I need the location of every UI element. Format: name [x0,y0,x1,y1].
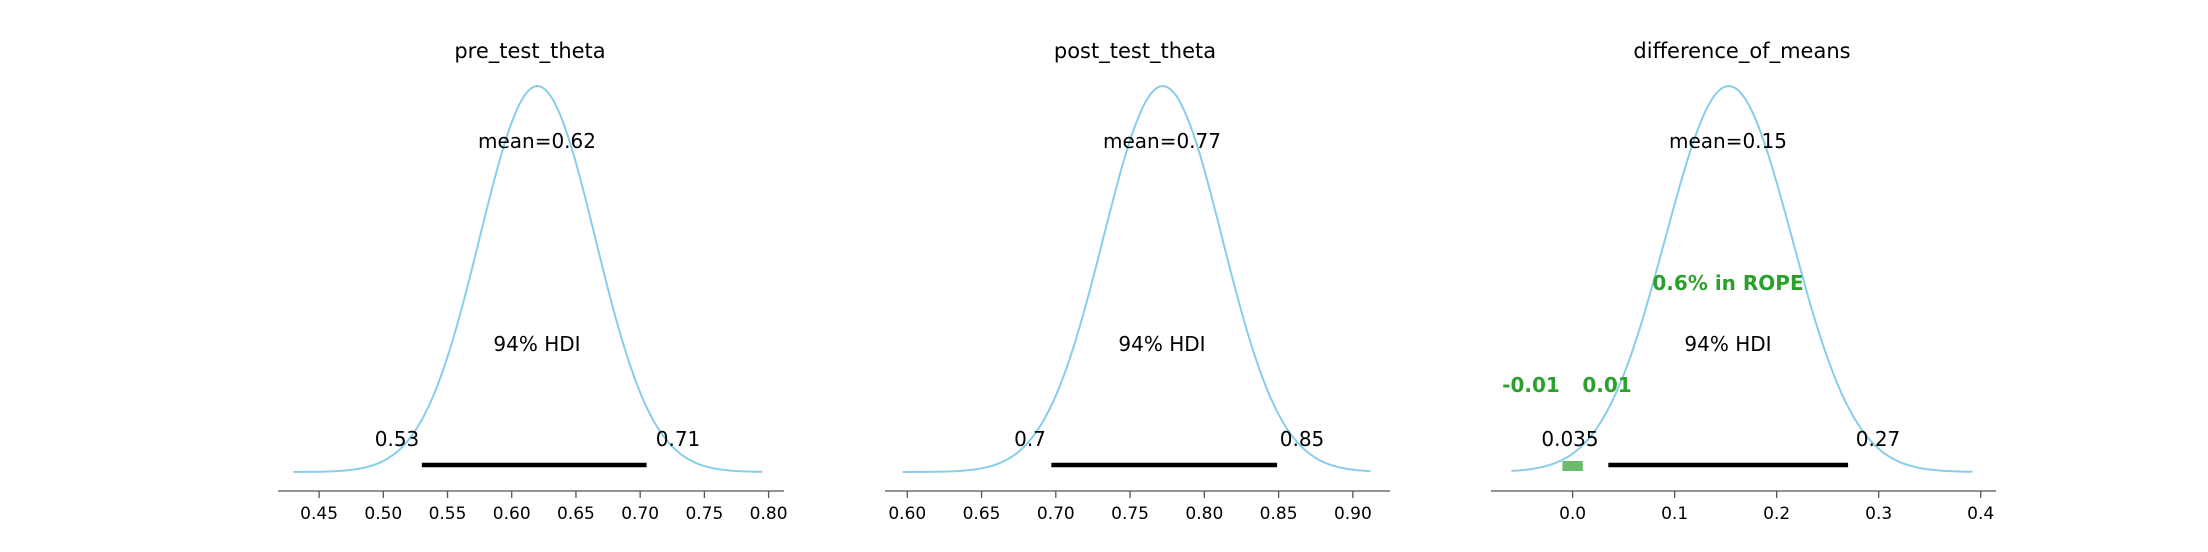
panel-pre-test-theta: pre_test_theta mean=0.62 94% HDI 0.53 0.… [278,39,788,524]
mean-label: mean=0.62 [478,129,596,153]
x-tick-label: 0.0 [1559,504,1586,524]
hdi-high-label: 0.85 [1280,427,1325,451]
hdi-high-label: 0.27 [1856,427,1901,451]
x-tick-label: 0.1 [1661,504,1688,524]
x-tick-label: 0.80 [750,504,788,524]
x-tick-label: 0.75 [1111,504,1149,524]
panel-post-test-theta: post_test_theta mean=0.77 94% HDI 0.7 0.… [885,39,1390,524]
x-tick-label: 0.70 [1037,504,1075,524]
hdi-label: 94% HDI [493,332,580,356]
kde-curve [902,84,1371,473]
x-ticks: 0.60 0.65 0.70 0.75 0.80 0.85 0.90 [888,491,1372,524]
x-tick-label: 0.55 [429,504,467,524]
x-tick-label: 0.85 [1260,504,1298,524]
x-ticks: 0.0 0.1 0.2 0.3 0.4 [1559,491,1994,524]
hdi-low-label: 0.53 [375,427,420,451]
rope-percent-label: 0.6% in ROPE [1652,271,1803,295]
panel-title: difference_of_means [1633,39,1850,64]
hdi-low-label: 0.035 [1541,427,1598,451]
hdi-label: 94% HDI [1684,332,1771,356]
x-tick-label: 0.45 [300,504,338,524]
x-tick-label: 0.65 [963,504,1001,524]
x-tick-label: 0.65 [557,504,595,524]
hdi-label: 94% HDI [1118,332,1205,356]
x-tick-label: 0.4 [1967,504,1994,524]
hdi-high-label: 0.71 [656,427,701,451]
x-tick-label: 0.90 [1334,504,1372,524]
x-tick-label: 0.2 [1763,504,1790,524]
panel-title: pre_test_theta [454,39,605,64]
x-tick-label: 0.75 [685,504,723,524]
rope-high-label: 0.01 [1582,373,1631,397]
hdi-low-label: 0.7 [1014,427,1046,451]
kde-curve [293,84,763,473]
mean-label: mean=0.15 [1669,129,1787,153]
x-tick-label: 0.70 [621,504,659,524]
mean-label: mean=0.77 [1103,129,1221,153]
x-tick-label: 0.3 [1865,504,1892,524]
x-tick-label: 0.60 [888,504,926,524]
panel-difference-of-means: difference_of_means mean=0.15 0.6% in RO… [1491,39,1996,524]
x-tick-label: 0.80 [1185,504,1223,524]
x-tick-label: 0.60 [493,504,531,524]
rope-low-label: -0.01 [1502,373,1560,397]
x-ticks: 0.45 0.50 0.55 0.60 0.65 0.70 0.75 0.80 [300,491,788,524]
x-tick-label: 0.50 [364,504,402,524]
kde-curve [1511,84,1973,473]
panel-title: post_test_theta [1054,39,1216,64]
